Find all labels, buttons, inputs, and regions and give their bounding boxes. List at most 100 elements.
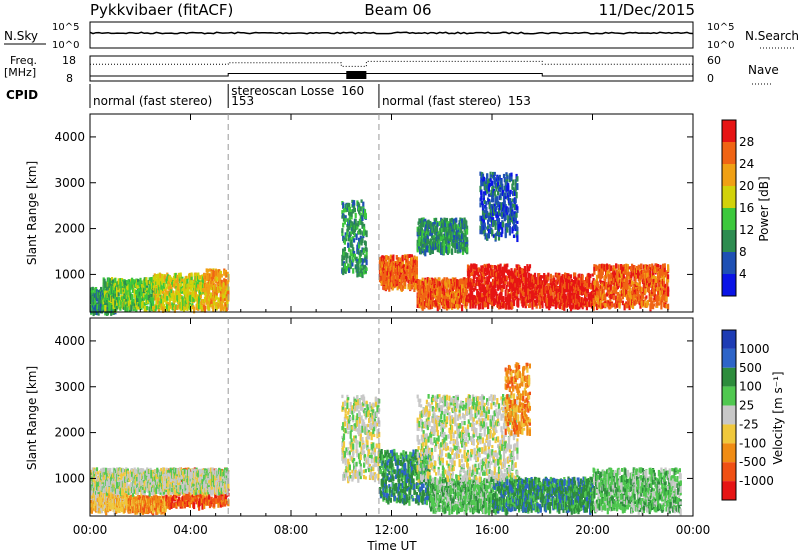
data-cell — [353, 202, 356, 206]
data-cell — [526, 266, 529, 272]
data-cell — [598, 263, 601, 270]
data-cell — [207, 268, 210, 272]
data-cell — [210, 298, 213, 304]
data-cell — [104, 281, 107, 289]
data-cell — [499, 185, 502, 193]
data-cell — [631, 294, 635, 301]
data-cell — [384, 259, 387, 263]
data-cell — [472, 267, 475, 271]
data-cell — [492, 192, 495, 198]
data-cell — [94, 298, 97, 303]
data-cell — [585, 291, 588, 297]
data-cell — [656, 301, 659, 306]
data-cell — [609, 297, 612, 303]
data-cell — [406, 257, 409, 263]
data-cell — [630, 283, 633, 287]
data-cell — [570, 279, 573, 285]
data-cell — [167, 280, 171, 284]
data-cell — [662, 290, 666, 297]
data-cell — [219, 294, 222, 302]
data-cell — [343, 266, 346, 274]
data-cell — [342, 251, 346, 256]
data-cell — [595, 293, 599, 297]
data-cell — [583, 302, 586, 306]
data-cell — [642, 264, 645, 270]
data-cell — [163, 296, 166, 302]
data-cell — [487, 178, 490, 185]
data-cell — [350, 211, 353, 217]
data-cell — [491, 180, 494, 186]
data-cell — [577, 276, 580, 281]
data-cell — [610, 294, 613, 300]
data-cell — [497, 284, 500, 291]
data-cell — [653, 289, 656, 296]
data-cell — [621, 300, 624, 306]
data-cell — [456, 279, 459, 284]
data-cell — [359, 239, 362, 243]
data-cell — [500, 233, 503, 238]
data-cell — [495, 187, 498, 192]
data-cell — [418, 291, 421, 298]
data-cell — [363, 209, 367, 216]
data-cell — [625, 289, 628, 296]
data-cell — [116, 305, 119, 310]
data-cell — [168, 291, 171, 297]
data-cell — [499, 267, 502, 271]
data-cell — [181, 278, 184, 282]
data-cell — [600, 280, 603, 285]
data-cell — [176, 305, 179, 310]
data-cell — [405, 267, 408, 274]
data-cell — [481, 181, 485, 186]
data-cell — [476, 268, 479, 272]
data-cell — [501, 288, 504, 293]
data-cell — [364, 212, 367, 220]
data-cell — [352, 268, 355, 274]
data-cell — [491, 231, 494, 237]
data-cell — [487, 228, 490, 235]
data-cell — [543, 284, 546, 290]
data-cell — [619, 294, 622, 298]
data-cell — [451, 298, 454, 303]
data-cell — [568, 276, 571, 280]
cpid-segment-id: 153 — [231, 94, 254, 108]
data-cell — [111, 289, 114, 294]
data-cell — [593, 266, 596, 274]
data-cell — [620, 264, 623, 270]
data-cell — [426, 277, 429, 284]
data-cell — [652, 275, 655, 282]
data-cell — [342, 249, 345, 254]
data-cell — [482, 205, 485, 209]
data-cell — [522, 282, 525, 287]
data-cell — [223, 270, 226, 276]
data-cell — [557, 297, 560, 304]
data-cell — [584, 280, 587, 286]
data-cell — [595, 303, 599, 311]
data-cell — [224, 279, 227, 286]
data-cell — [452, 280, 455, 285]
data-cell — [660, 278, 663, 282]
data-cell — [117, 296, 120, 303]
data-cell — [564, 295, 568, 302]
data-cell — [617, 281, 620, 286]
data-cell — [484, 188, 487, 196]
data-cell — [574, 276, 577, 282]
data-cell — [553, 292, 556, 300]
data-cell — [547, 272, 550, 278]
data-cell — [413, 275, 416, 283]
data-cell — [167, 302, 170, 306]
data-cell — [617, 264, 620, 270]
data-cell — [213, 270, 216, 278]
data-cell — [522, 301, 525, 308]
data-cell — [543, 289, 546, 294]
data-cell — [136, 298, 140, 302]
data-cell — [346, 252, 349, 259]
data-cell — [465, 292, 468, 297]
data-cell — [468, 280, 471, 284]
data-cell — [416, 304, 419, 308]
data-cell — [595, 285, 599, 292]
data-cell — [155, 305, 158, 310]
data-cell — [554, 284, 557, 288]
data-cell — [547, 276, 550, 281]
data-cell — [479, 202, 482, 208]
data-cell — [484, 273, 487, 277]
